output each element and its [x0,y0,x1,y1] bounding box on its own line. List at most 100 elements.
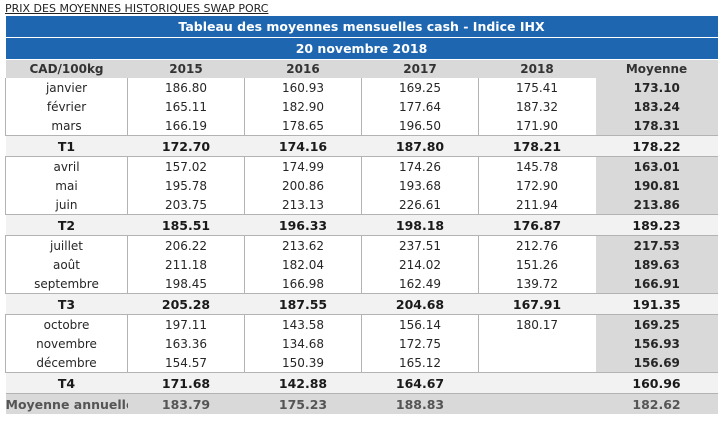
quarter-value-2018: 167.91 [478,293,596,315]
month-label: septembre [5,274,128,294]
column-header-2016: 2016 [244,59,362,78]
quarter-average: 178.22 [595,135,718,157]
average-cell: 213.86 [595,195,718,215]
value-cell-2018: 145.78 [478,156,596,176]
column-header-2018: 2018 [478,59,596,78]
table-title: Tableau des moyennes mensuelles cash - I… [5,16,718,38]
quarter-value-2018: 176.87 [478,214,596,236]
column-header-2015: 2015 [127,59,245,78]
average-cell: 163.01 [595,156,718,176]
table-row-month: avril 157.02 174.99 174.26 145.78 163.01 [5,156,718,176]
value-cell-2017: 237.51 [361,235,479,255]
average-cell: 173.10 [595,78,718,97]
quarter-value-2015: 205.28 [127,293,245,315]
month-label: novembre [5,334,128,353]
annual-average: 182.62 [595,393,718,414]
quarter-average: 191.35 [595,293,718,315]
value-cell-2016: 143.58 [244,314,362,334]
value-cell-2017: 169.25 [361,78,479,97]
value-cell-2016: 174.99 [244,156,362,176]
value-cell-2017: 162.49 [361,274,479,294]
table-row-month: novembre 163.36 134.68 172.75 156.93 [5,334,718,353]
value-cell-2018: 180.17 [478,314,596,334]
table-row-quarter-total: T4 171.68 142.88 164.67 160.96 [5,372,718,394]
value-cell-2017: 214.02 [361,255,479,274]
month-label: avril [5,156,128,176]
table-row-month: décembre 154.57 150.39 165.12 156.69 [5,353,718,373]
table-row-month: juillet 206.22 213.62 237.51 212.76 217.53 [5,235,718,255]
value-cell-2015: 211.18 [127,255,245,274]
value-cell-2015: 166.19 [127,116,245,136]
table-row-month: février 165.11 182.90 177.64 187.32 183.24 [5,97,718,116]
month-label: mai [5,176,128,195]
value-cell-2015: 186.80 [127,78,245,97]
value-cell-2018: 211.94 [478,195,596,215]
value-cell-2015: 203.75 [127,195,245,215]
quarter-value-2017: 198.18 [361,214,479,236]
quarter-value-2015: 171.68 [127,372,245,394]
page-title-link[interactable]: PRIX DES MOYENNES HISTORIQUES SWAP PORC [5,2,269,15]
table-row-month: août 211.18 182.04 214.02 151.26 189.63 [5,255,718,274]
table-row-month: septembre 198.45 166.98 162.49 139.72 166.91 [5,274,718,294]
table-row-quarter-total: T1 172.70 174.16 187.80 178.21 178.22 [5,135,718,157]
quarter-value-2016: 196.33 [244,214,362,236]
table-row-month: janvier 186.80 160.93 169.25 175.41 173.10 [5,78,718,97]
value-cell-2017: 165.12 [361,353,479,373]
quarter-value-2018: 178.21 [478,135,596,157]
column-header-row: CAD/100kg 2015 2016 2017 2018 Moyenne [5,59,718,78]
month-label: mars [5,116,128,136]
value-cell-2015: 163.36 [127,334,245,353]
month-label: octobre [5,314,128,334]
value-cell-2016: 182.04 [244,255,362,274]
value-cell-2018 [478,353,596,373]
table-row-quarter-total: T2 185.51 196.33 198.18 176.87 189.23 [5,214,718,236]
month-label: janvier [5,78,128,97]
value-cell-2016: 200.86 [244,176,362,195]
ihx-monthly-averages-table: Tableau des moyennes mensuelles cash - I… [5,16,718,414]
table-row-month: mai 195.78 200.86 193.68 172.90 190.81 [5,176,718,195]
value-cell-2017: 172.75 [361,334,479,353]
value-cell-2018 [478,334,596,353]
annual-value-2017: 188.83 [361,393,479,414]
month-label: juillet [5,235,128,255]
average-cell: 183.24 [595,97,718,116]
quarter-label: T2 [5,214,128,236]
month-label: décembre [5,353,128,373]
value-cell-2015: 165.11 [127,97,245,116]
average-cell: 189.63 [595,255,718,274]
annual-label: Moyenne annuelle [5,393,128,414]
quarter-value-2018 [478,372,596,394]
value-cell-2018: 175.41 [478,78,596,97]
annual-value-2018 [478,393,596,414]
value-cell-2017: 193.68 [361,176,479,195]
table-row-quarter-total: T3 205.28 187.55 204.68 167.91 191.35 [5,293,718,315]
value-cell-2016: 160.93 [244,78,362,97]
value-cell-2016: 134.68 [244,334,362,353]
average-cell: 217.53 [595,235,718,255]
quarter-value-2017: 204.68 [361,293,479,315]
quarter-label: T3 [5,293,128,315]
value-cell-2016: 166.98 [244,274,362,294]
table-row-month: octobre 197.11 143.58 156.14 180.17 169.25 [5,314,718,334]
value-cell-2015: 197.11 [127,314,245,334]
value-cell-2018: 172.90 [478,176,596,195]
quarter-average: 160.96 [595,372,718,394]
value-cell-2018: 171.90 [478,116,596,136]
value-cell-2018: 139.72 [478,274,596,294]
annual-value-2015: 183.79 [127,393,245,414]
value-cell-2016: 182.90 [244,97,362,116]
value-cell-2017: 174.26 [361,156,479,176]
value-cell-2017: 196.50 [361,116,479,136]
value-cell-2017: 156.14 [361,314,479,334]
table-row-month: juin 203.75 213.13 226.61 211.94 213.86 [5,195,718,215]
month-label: juin [5,195,128,215]
quarter-value-2016: 187.55 [244,293,362,315]
table-date: 20 novembre 2018 [5,37,718,60]
column-header-2017: 2017 [361,59,479,78]
table-row-month: mars 166.19 178.65 196.50 171.90 178.31 [5,116,718,136]
value-cell-2015: 195.78 [127,176,245,195]
quarter-value-2016: 142.88 [244,372,362,394]
quarter-average: 189.23 [595,214,718,236]
average-cell: 156.69 [595,353,718,373]
month-label: août [5,255,128,274]
